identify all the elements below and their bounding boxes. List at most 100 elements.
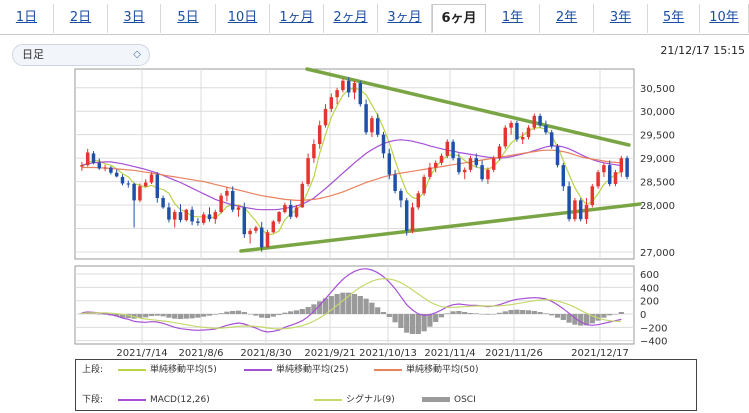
osci-bar	[305, 307, 311, 314]
candle-body	[549, 132, 554, 147]
osci-bar	[183, 314, 189, 319]
osci-bar	[241, 312, 247, 314]
candle-body	[410, 207, 415, 231]
candle-body	[97, 162, 102, 169]
osci-bar	[450, 311, 456, 314]
tab-4[interactable]: 10日	[216, 4, 270, 33]
tab-2[interactable]: 3日	[108, 4, 161, 33]
candle-body	[167, 207, 171, 220]
osci-bar	[253, 314, 259, 316]
candle-body	[149, 174, 154, 183]
tab-3[interactable]: 5日	[161, 4, 216, 33]
osci-bar	[572, 314, 578, 325]
candle-body	[178, 212, 183, 221]
candle-body	[126, 183, 131, 185]
osci-bar	[491, 314, 497, 315]
osci-bar	[433, 314, 439, 322]
tab-7[interactable]: 3ヶ月	[378, 4, 432, 33]
candle-body	[532, 115, 537, 128]
legend-item-macd: MACD(12,26)	[118, 393, 210, 407]
tab-0[interactable]: 1日	[0, 4, 54, 33]
osci-bar	[224, 311, 230, 314]
candle-body	[457, 158, 461, 173]
x-tick-label: 2021/8/6	[179, 348, 224, 359]
price-frame	[74, 68, 635, 260]
osci-bar	[485, 314, 491, 315]
osci-bar	[595, 314, 601, 321]
candle-body	[399, 190, 403, 201]
candle-body	[561, 165, 566, 187]
candle-body	[370, 118, 374, 133]
candle-body	[196, 221, 200, 223]
price-ytick-label: 28,000	[640, 201, 675, 212]
osci-bar	[398, 314, 404, 328]
candle-body	[346, 80, 351, 93]
osci-bar	[166, 314, 172, 318]
tab-5[interactable]: 1ヶ月	[270, 4, 324, 33]
osci-bar	[189, 314, 195, 319]
candle-body	[602, 165, 606, 173]
macd-line	[81, 268, 622, 333]
macd-ytick-label: 400	[640, 283, 659, 294]
tab-1[interactable]: 2日	[54, 4, 108, 33]
tab-9[interactable]: 1年	[486, 4, 540, 33]
osci-bar	[154, 314, 160, 316]
candle-body	[596, 172, 600, 187]
candle-body	[138, 186, 142, 201]
candle-body	[259, 227, 264, 248]
period-tabs: 1日 2日 3日 5日 10日 1ヶ月 2ヶ月 3ヶ月 6ヶ月 1年 2年 3年 5年 10年	[0, 0, 749, 35]
candle-body	[352, 83, 357, 93]
osci-bar	[114, 314, 120, 317]
tab-10[interactable]: 2年	[540, 4, 594, 33]
candle-body	[312, 144, 316, 159]
legend-swatch-osci	[422, 397, 450, 402]
candle-body	[515, 122, 519, 140]
price-ytick-label: 29,500	[640, 131, 675, 142]
legend-item-ma25: 単純移動平均(25)	[244, 363, 348, 377]
osci-bar	[444, 313, 450, 314]
legend-text: 単純移動平均(25)	[276, 365, 349, 375]
candle-body	[201, 214, 206, 223]
interval-select[interactable]: 日足 ◇	[12, 44, 150, 66]
candle-body	[480, 165, 484, 180]
tab-11[interactable]: 3年	[594, 4, 648, 33]
candle-body	[306, 158, 310, 184]
candle-body	[114, 172, 119, 177]
candle-body	[184, 209, 189, 221]
osci-bar	[589, 314, 595, 324]
osci-bar	[201, 314, 207, 317]
osci-bar	[520, 310, 526, 314]
tab-12[interactable]: 5年	[648, 4, 700, 33]
candle-body	[225, 190, 229, 196]
candle-body	[555, 146, 560, 166]
candle-body	[486, 169, 490, 180]
osci-bar	[218, 313, 224, 314]
x-tick-label: 2021/11/26	[485, 348, 543, 359]
candle-body	[607, 165, 612, 184]
candle-body	[254, 227, 258, 231]
legend-swatch-signal	[314, 398, 342, 401]
interval-select-value: 日足	[22, 48, 44, 61]
osci-bar	[195, 314, 201, 318]
price-ytick-label: 30,500	[640, 84, 675, 95]
legend: 上段: 単純移動平均(5) 単純移動平均(25) 単純移動平均(50) 下段: …	[75, 359, 697, 411]
candle-body	[462, 169, 467, 173]
legend-swatch-ma5	[118, 368, 146, 371]
osci-bar	[102, 314, 108, 315]
candle-body	[590, 186, 595, 206]
legend-upper-label: 上段:	[82, 365, 104, 375]
osci-bar	[601, 314, 607, 318]
x-axis: 2021/7/14 2021/8/6 2021/8/30 2021/9/21 2021/…	[116, 348, 628, 359]
candle-body	[190, 209, 194, 222]
tab-6[interactable]: 2ヶ月	[324, 4, 378, 33]
legend-text: MACD(12,26)	[150, 395, 210, 405]
legend-text: OSCI	[454, 395, 476, 405]
osci-bar	[427, 314, 433, 327]
osci-bar	[537, 312, 543, 314]
candle-body	[451, 141, 455, 159]
osci-bar	[317, 301, 323, 314]
osci-bar	[299, 309, 305, 314]
candle-body	[265, 232, 270, 248]
osci-bar	[96, 314, 102, 315]
tab-8[interactable]: 6ヶ月	[432, 4, 486, 33]
